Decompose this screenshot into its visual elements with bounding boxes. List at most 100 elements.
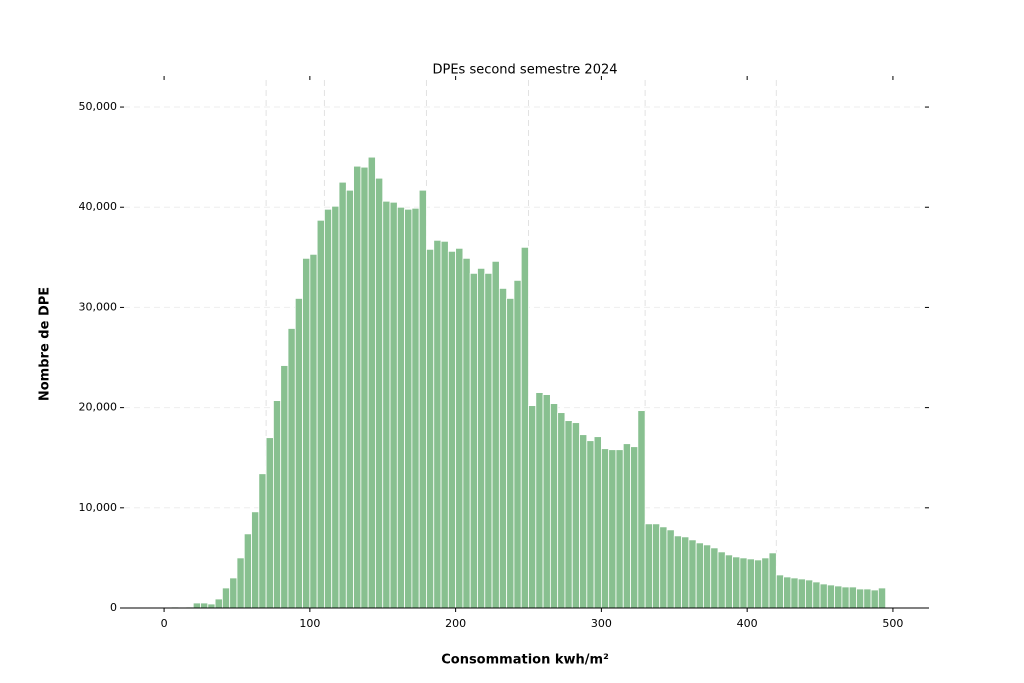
bar [688,539,697,609]
bar [841,586,850,609]
x-tick-label: 0 [161,617,168,630]
bar [418,189,427,609]
bar [528,405,537,609]
bar [469,272,478,609]
bar [447,250,457,609]
y-tick-label: 40,000 [79,200,118,213]
bar [790,577,799,609]
bar [681,536,690,609]
bar [659,526,668,609]
bar [433,239,442,609]
bar [848,586,857,609]
y-tick-label: 20,000 [79,401,118,414]
bar [484,272,493,609]
bar [805,579,814,609]
y-tick-label: 10,000 [79,501,118,514]
bar [426,248,435,609]
bar [877,587,887,609]
bar [491,260,500,609]
bar [739,557,748,609]
x-tick-label: 100 [299,617,320,630]
bar [549,403,559,609]
bar [768,552,777,609]
bar [710,547,719,609]
bar [826,584,836,609]
bar [535,392,544,609]
bar [265,437,274,609]
bar [557,412,566,609]
bar [754,559,763,609]
bar [797,578,806,609]
bar [564,420,573,609]
bar [498,287,508,609]
bar [192,602,201,609]
chart-title: DPEs second semestre 2024 [432,63,617,78]
bar [440,240,449,609]
bar [703,544,712,609]
bar [338,181,347,609]
bar [367,156,376,609]
bar [637,410,646,609]
bar [666,529,675,609]
bar [870,589,879,609]
bar [775,574,785,609]
bar [746,558,755,609]
bar [258,473,267,609]
bar [243,533,252,609]
bar [280,365,289,609]
bar [608,449,617,609]
bar [542,394,551,609]
bar [717,551,726,609]
bar [579,434,588,609]
bar [302,257,311,609]
bar [345,189,354,609]
bar [856,588,865,609]
bar [382,200,391,609]
bar [652,523,661,609]
bar [455,247,464,609]
y-axis-label: Nombre de DPE [38,287,53,401]
y-tick-label: 50,000 [79,100,118,113]
bar [630,446,639,609]
bar [404,208,413,609]
bar [812,581,821,609]
bar [221,587,231,609]
bar [622,443,631,609]
bar [207,603,216,609]
bar [411,207,420,609]
bar [396,206,406,609]
bar [644,523,653,609]
bar [571,422,580,609]
bar [316,219,325,609]
y-tick-label: 0 [110,601,117,614]
y-tick-label: 30,000 [79,300,118,313]
bar [783,576,792,609]
x-tick-label: 400 [737,617,758,630]
bar [732,556,741,609]
bar [477,267,486,609]
bar [586,440,595,609]
bar [294,298,303,609]
bar [695,542,704,609]
bar [819,583,828,609]
bar [324,208,333,609]
bar [724,554,733,609]
bar [462,257,471,609]
bar [520,246,529,609]
bar [673,535,682,609]
x-tick-label: 500 [882,617,903,630]
x-tick-label: 300 [591,617,612,630]
bar [389,201,398,609]
bar [834,585,843,609]
bar [360,166,369,609]
bar [229,577,238,609]
bar [331,205,340,609]
x-axis-label: Consommation kwh/m² [441,653,609,668]
x-tick-label: 200 [445,617,466,630]
bar [863,588,872,609]
bar [513,279,522,609]
bar [615,449,624,609]
bar [214,598,223,609]
bar [593,436,602,609]
